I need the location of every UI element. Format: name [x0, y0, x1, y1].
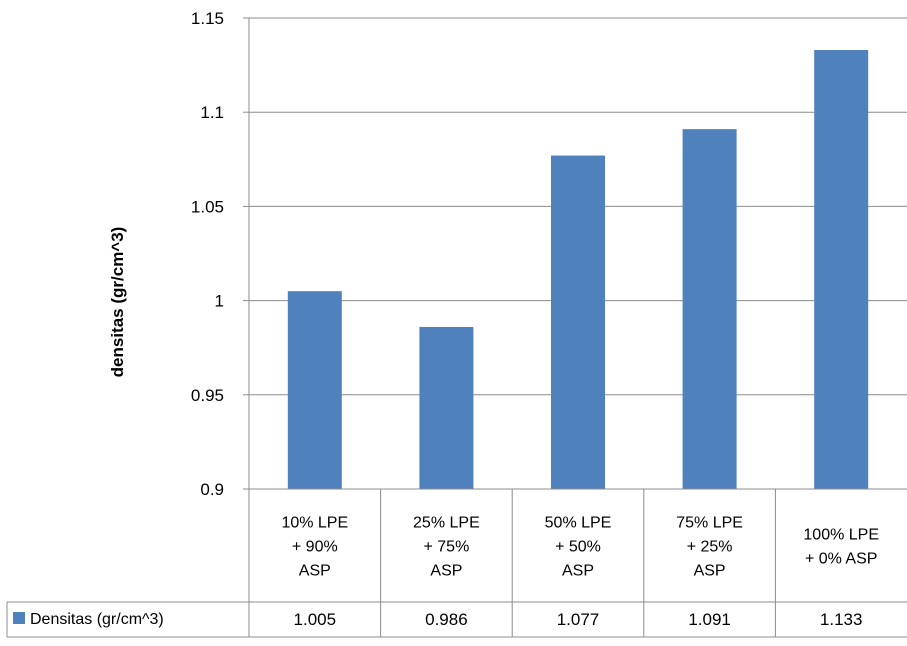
x-category-label-line: 10% LPE: [281, 515, 348, 532]
data-value-label: 1.133: [820, 610, 863, 629]
bar: [419, 326, 474, 489]
legend-swatch: [13, 612, 25, 624]
y-tick-label: 0.9: [200, 480, 224, 499]
bar: [287, 291, 342, 489]
x-category-label: 100% LPE + 0% ASP: [803, 527, 879, 568]
y-tick-label: 0.95: [191, 386, 224, 405]
y-tick-labels: 0.9 0.95 1 1.05 1.1 1.15: [191, 9, 224, 499]
data-value-label: 1.005: [294, 610, 337, 629]
y-tick-label: 1.15: [191, 9, 224, 28]
x-category-label-line: ASP: [430, 563, 462, 580]
y-tick-label: 1: [215, 292, 224, 311]
x-category-label-line: + 75%: [423, 539, 469, 556]
bar: [682, 129, 737, 489]
bar: [814, 50, 869, 489]
axes: [243, 17, 250, 490]
x-category-label: 75% LPE + 25% ASP: [676, 515, 743, 580]
data-value-label: 0.986: [425, 610, 468, 629]
x-category-label: 50% LPE + 50% ASP: [545, 515, 612, 580]
bar: [551, 155, 605, 490]
legend-label: Densitas (gr/cm^3): [30, 611, 164, 628]
x-category-label: 10% LPE + 90% ASP: [281, 515, 348, 580]
x-category-label-line: + 25%: [687, 539, 733, 556]
x-category-label-line: ASP: [694, 563, 726, 580]
x-category-label-line: + 90%: [292, 539, 338, 556]
x-category-label-line: ASP: [562, 563, 594, 580]
x-category-label-line: + 0% ASP: [805, 551, 878, 568]
x-category-label: 25% LPE + 75% ASP: [413, 515, 480, 580]
y-tick-label: 1.05: [191, 197, 224, 216]
data-table: 10% LPE + 90% ASP 25% LPE + 75% ASP 50% LPE + 5…: [6, 488, 907, 638]
x-category-label-line: 50% LPE: [545, 515, 612, 532]
data-value-label: 1.077: [557, 610, 600, 629]
x-category-label-line: 100% LPE: [803, 527, 879, 544]
bars: [287, 50, 869, 490]
x-category-label-line: 75% LPE: [676, 515, 743, 532]
data-value-label: 1.091: [688, 610, 731, 629]
x-category-label-line: + 50%: [555, 539, 601, 556]
x-category-label-line: 25% LPE: [413, 515, 480, 532]
y-tick-label: 1.1: [200, 103, 224, 122]
y-axis-label: densitas (gr/cm^3): [108, 227, 127, 378]
x-category-label-line: ASP: [299, 563, 331, 580]
